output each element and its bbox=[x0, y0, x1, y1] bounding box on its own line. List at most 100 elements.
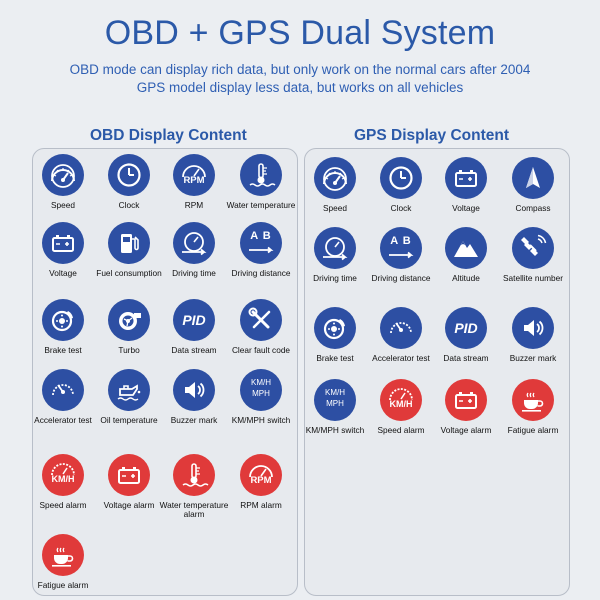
satellite-icon bbox=[512, 227, 554, 269]
icon-text: RPM bbox=[250, 475, 272, 486]
icon-text: A B bbox=[390, 235, 412, 247]
obd-section-title: OBD Display Content bbox=[90, 127, 247, 144]
battery-icon bbox=[445, 157, 487, 199]
water-temperature-icon bbox=[240, 154, 282, 196]
icon-text: KM/H bbox=[51, 474, 75, 484]
feature-label: Fuel consumption bbox=[96, 268, 162, 278]
obd-feature-item: Turbo bbox=[93, 299, 165, 355]
battery-icon bbox=[42, 222, 84, 264]
gps-feature-item: Buzzer mark bbox=[497, 307, 569, 363]
feature-label: KM/MPH switch bbox=[305, 425, 365, 435]
speaker-icon bbox=[173, 369, 215, 411]
battery-alarm-icon bbox=[445, 379, 487, 421]
page-title: OBD + GPS Dual System bbox=[104, 14, 496, 52]
feature-label: RPM bbox=[184, 200, 204, 210]
gps-feature-item: Brake test bbox=[299, 307, 371, 363]
feature-label: Oil temperature bbox=[100, 415, 158, 425]
icon-text: KM/H bbox=[325, 388, 345, 397]
feature-label: Fatigue alarm bbox=[37, 580, 89, 590]
feature-label: Water temperature alarm bbox=[159, 500, 229, 519]
oil-can-icon bbox=[108, 369, 150, 411]
feature-label: Compass bbox=[515, 203, 551, 213]
feature-label: Turbo bbox=[118, 345, 140, 355]
distance-ab-icon: A B bbox=[380, 227, 422, 269]
icon-text: KM/H bbox=[251, 378, 271, 387]
icon-text: KM/H bbox=[389, 399, 413, 409]
clock-icon bbox=[108, 154, 150, 196]
gps-feature-item: Speed bbox=[299, 157, 371, 213]
speaker-icon bbox=[512, 307, 554, 349]
gps-feature-item: Satellite number bbox=[497, 227, 569, 283]
obd-feature-item: Driving time bbox=[158, 222, 230, 278]
gps-feature-item: A B Driving distance bbox=[365, 227, 437, 283]
feature-label: Driving distance bbox=[371, 273, 431, 283]
icon-text-secondary: MPH bbox=[326, 399, 344, 408]
turbo-icon bbox=[108, 299, 150, 341]
speedometer-icon bbox=[314, 157, 356, 199]
feature-label: Clock bbox=[118, 200, 140, 210]
obd-feature-item: Accelerator test bbox=[27, 369, 99, 425]
obd-feature-item: Brake test bbox=[27, 299, 99, 355]
feature-label: Voltage bbox=[49, 268, 77, 278]
gps-feature-item: KM/H MPH KM/MPH switch bbox=[299, 379, 371, 435]
mountain-icon bbox=[445, 227, 487, 269]
rpm-icon: RPM bbox=[173, 154, 215, 196]
obd-feature-item: Water temperature bbox=[225, 154, 297, 210]
feature-label: Buzzer mark bbox=[509, 353, 557, 363]
gps-feature-item: Driving time bbox=[299, 227, 371, 283]
distance-ab-icon: A B bbox=[240, 222, 282, 264]
accelerator-gauge-icon bbox=[42, 369, 84, 411]
obd-feature-item: Buzzer mark bbox=[158, 369, 230, 425]
speed-alarm-icon: KM/H bbox=[380, 379, 422, 421]
obd-feature-item: Water temperature alarm bbox=[158, 454, 230, 519]
feature-label: Voltage alarm bbox=[440, 425, 492, 435]
feature-label: Voltage alarm bbox=[103, 500, 155, 510]
feature-label: Voltage bbox=[452, 203, 480, 213]
gps-feature-item: KM/H Speed alarm bbox=[365, 379, 437, 435]
subtitle-gps-note: GPS model display less data, but works o… bbox=[136, 80, 464, 95]
feature-label: Accelerator test bbox=[34, 415, 92, 425]
feature-label: Satellite number bbox=[503, 273, 563, 283]
feature-label: Driving time bbox=[172, 268, 216, 278]
gps-feature-item: Voltage bbox=[430, 157, 502, 213]
gps-display-panel: Speed Clock Voltage Compass Driving time A B D… bbox=[304, 148, 570, 596]
feature-label: Speed bbox=[323, 203, 347, 213]
feature-label: Water temperature bbox=[226, 200, 296, 210]
icon-text: PID bbox=[454, 320, 478, 336]
obd-feature-item: KM/H MPH KM/MPH switch bbox=[225, 369, 297, 425]
feature-label: Data stream bbox=[171, 345, 217, 355]
feature-label: Altitude bbox=[452, 273, 480, 283]
obd-feature-item: Voltage bbox=[27, 222, 99, 278]
feature-label: Buzzer mark bbox=[170, 415, 218, 425]
obd-feature-item: RPM RPM bbox=[158, 154, 230, 210]
obd-feature-item: Fuel consumption bbox=[93, 222, 165, 278]
obd-feature-item: Oil temperature bbox=[93, 369, 165, 425]
feature-label: Clock bbox=[390, 203, 412, 213]
feature-label: Accelerator test bbox=[372, 353, 430, 363]
rpm-alarm-icon: RPM bbox=[240, 454, 282, 496]
obd-feature-item: PID Data stream bbox=[158, 299, 230, 355]
obd-feature-item: Fatigue alarm bbox=[27, 534, 99, 590]
driving-time-icon bbox=[173, 222, 215, 264]
brake-disc-icon bbox=[42, 299, 84, 341]
speedometer-icon bbox=[42, 154, 84, 196]
obd-feature-item: RPM RPM alarm bbox=[225, 454, 297, 510]
feature-label: Fatigue alarm bbox=[507, 425, 559, 435]
feature-label: RPM alarm bbox=[240, 500, 282, 510]
obd-feature-item: Voltage alarm bbox=[93, 454, 165, 510]
icon-text: A B bbox=[250, 230, 272, 242]
gps-feature-item: Altitude bbox=[430, 227, 502, 283]
feature-label: Clear fault code bbox=[231, 345, 291, 355]
pid-icon: PID bbox=[445, 307, 487, 349]
obd-feature-item: Clock bbox=[93, 154, 165, 210]
compass-icon bbox=[512, 157, 554, 199]
icon-text: RPM bbox=[183, 175, 205, 186]
feature-label: Brake test bbox=[316, 353, 354, 363]
obd-display-panel: Speed Clock RPM RPM Water temperature Voltage… bbox=[32, 148, 298, 596]
gps-feature-item: Compass bbox=[497, 157, 569, 213]
subtitle-obd-note: OBD mode can display rich data, but only… bbox=[69, 62, 531, 77]
icon-text-secondary: MPH bbox=[252, 389, 270, 398]
feature-label: Speed alarm bbox=[377, 425, 425, 435]
gps-feature-item: PID Data stream bbox=[430, 307, 502, 363]
fuel-pump-icon bbox=[108, 222, 150, 264]
